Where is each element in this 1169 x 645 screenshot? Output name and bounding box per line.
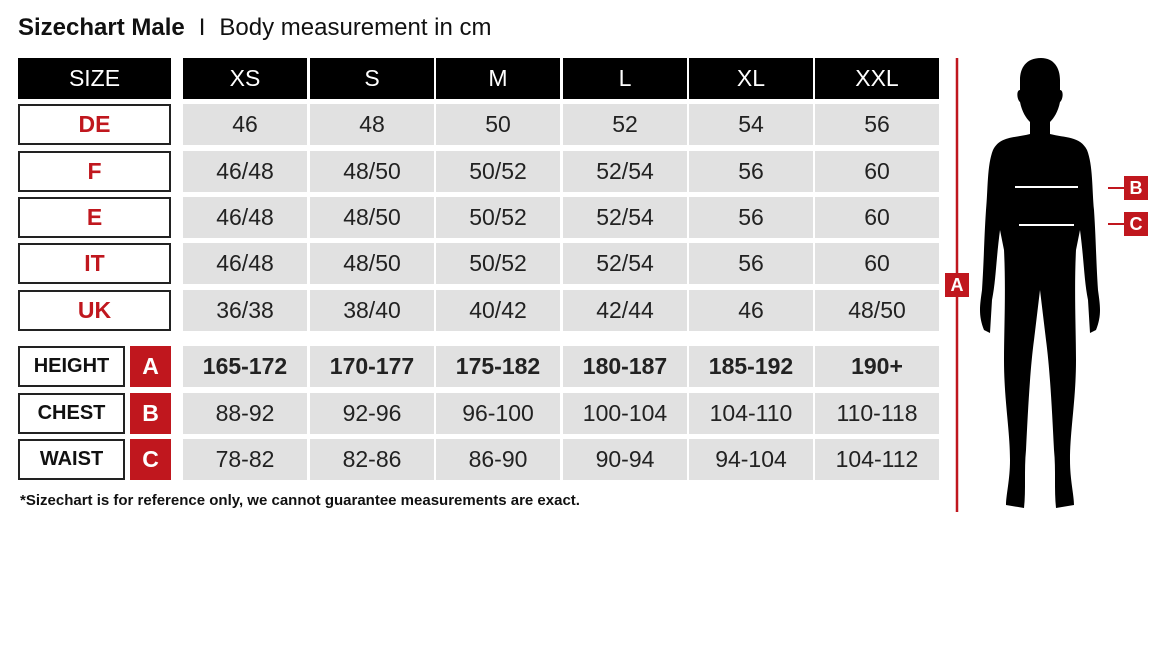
title-main: Sizechart Male: [18, 14, 185, 41]
header-size-s: S: [310, 58, 434, 99]
measure-key-a: A: [130, 346, 171, 387]
row-label-it: IT: [18, 243, 171, 284]
row-label-f: F: [18, 151, 171, 192]
table-cell: 38/40: [310, 290, 434, 331]
table-cell: 165-172: [183, 346, 307, 387]
table-cell: 104-112: [815, 439, 939, 480]
row-label-waist: WAIST: [18, 439, 125, 480]
table-cell: 46: [183, 104, 307, 145]
table-cell: 100-104: [563, 393, 687, 434]
chest-tag: B: [1124, 176, 1148, 200]
table-cell: 50/52: [436, 197, 560, 238]
body-silhouette: [980, 58, 1100, 508]
table-cell: 48/50: [815, 290, 939, 331]
table-cell: 56: [815, 104, 939, 145]
table-cell: 60: [815, 197, 939, 238]
table-cell: 42/44: [563, 290, 687, 331]
table-cell: 48/50: [310, 243, 434, 284]
table-cell: 50/52: [436, 243, 560, 284]
table-cell: 82-86: [310, 439, 434, 480]
table-cell: 46/48: [183, 151, 307, 192]
table-cell: 56: [689, 243, 813, 284]
table-cell: 78-82: [183, 439, 307, 480]
table-cell: 90-94: [563, 439, 687, 480]
table-cell: 52: [563, 104, 687, 145]
table-cell: 56: [689, 151, 813, 192]
table-cell: 94-104: [689, 439, 813, 480]
table-cell: 110-118: [815, 393, 939, 434]
header-size-l: L: [563, 58, 687, 99]
row-label-de: DE: [18, 104, 171, 145]
table-cell: 48/50: [310, 151, 434, 192]
table-cell: 185-192: [689, 346, 813, 387]
page-title: Sizechart Male I Body measurement in cm: [18, 14, 492, 42]
title-separator: I: [198, 14, 206, 41]
header-size-xxl: XXL: [815, 58, 939, 99]
header-size-xl: XL: [689, 58, 813, 99]
height-tag: A: [945, 273, 969, 297]
measure-key-b: B: [130, 393, 171, 434]
row-label-uk: UK: [18, 290, 171, 331]
table-cell: 180-187: [563, 346, 687, 387]
table-cell: 50/52: [436, 151, 560, 192]
table-cell: 40/42: [436, 290, 560, 331]
header-size-m: M: [436, 58, 560, 99]
table-cell: 46: [689, 290, 813, 331]
table-cell: 48: [310, 104, 434, 145]
table-cell: 170-177: [310, 346, 434, 387]
table-cell: 56: [689, 197, 813, 238]
table-cell: 52/54: [563, 197, 687, 238]
title-subtitle: Body measurement in cm: [219, 14, 492, 41]
header-size-xs: XS: [183, 58, 307, 99]
row-label-e: E: [18, 197, 171, 238]
table-cell: 54: [689, 104, 813, 145]
waist-tag: C: [1124, 212, 1148, 236]
table-cell: 50: [436, 104, 560, 145]
table-cell: 48/50: [310, 197, 434, 238]
table-cell: 104-110: [689, 393, 813, 434]
table-cell: 52/54: [563, 243, 687, 284]
footnote: *Sizechart is for reference only, we can…: [20, 492, 580, 509]
row-label-chest: CHEST: [18, 393, 125, 434]
table-cell: 52/54: [563, 151, 687, 192]
table-cell: 60: [815, 243, 939, 284]
body-figure: [955, 58, 1124, 512]
table-cell: 96-100: [436, 393, 560, 434]
table-cell: 190+: [815, 346, 939, 387]
header-size-label: SIZE: [18, 58, 171, 99]
table-cell: 46/48: [183, 243, 307, 284]
table-cell: 88-92: [183, 393, 307, 434]
table-cell: 46/48: [183, 197, 307, 238]
table-cell: 92-96: [310, 393, 434, 434]
table-cell: 175-182: [436, 346, 560, 387]
table-cell: 60: [815, 151, 939, 192]
measure-key-c: C: [130, 439, 171, 480]
table-cell: 36/38: [183, 290, 307, 331]
row-label-height: HEIGHT: [18, 346, 125, 387]
table-cell: 86-90: [436, 439, 560, 480]
